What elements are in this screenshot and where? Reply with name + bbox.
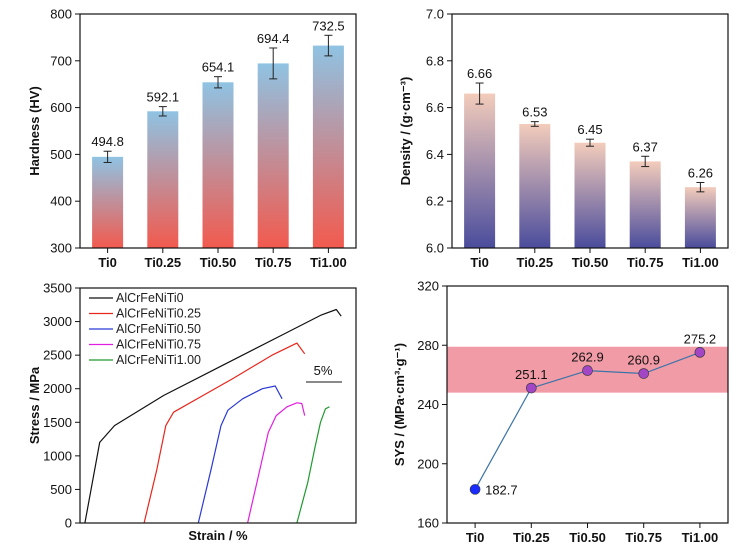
stress-strain-chart: 0 500 1000 1500 2000 2500 3000 3500 AlCrFeNiTi0 A…	[27, 281, 357, 543]
data-label: 251.1	[515, 367, 548, 382]
data-point	[694, 347, 706, 358]
x-tick-label: Ti0.25	[516, 255, 553, 270]
x-axis-label: Strain / %	[188, 528, 248, 543]
x-tick-label: Ti1.00	[310, 255, 347, 270]
y-tick-label: 6.8	[426, 53, 444, 68]
x-tick-label: Ti1.00	[682, 255, 719, 270]
y-tick-label: 1500	[43, 415, 72, 430]
x-tick-label: Ti0.25	[144, 255, 181, 270]
x-tick-label: Ti1.00	[682, 530, 719, 545]
y-axis-label: SYS / (MPa·cm³·g⁻¹)	[392, 343, 407, 466]
density-chart: 6.0 6.2 6.4 6.6 6.8 7.0 6.66 Ti0 6.53 Ti0.25 6.45 T…	[398, 7, 729, 270]
legend-label: AlCrFeNiTi1.00	[116, 353, 201, 367]
series-line	[197, 385, 283, 524]
y-axis-label: Stress / MPa	[27, 366, 42, 444]
bar	[629, 161, 661, 248]
plot-frame	[79, 13, 357, 249]
y-tick-label: 2500	[43, 348, 72, 363]
y-axis-label: Density / (g·cm⁻³)	[398, 77, 413, 186]
y-tick-label: 200	[417, 456, 439, 471]
y-tick-label: 0	[65, 516, 72, 531]
bar	[312, 45, 344, 249]
series-line	[247, 402, 306, 524]
x-tick-label: Ti0.50	[572, 255, 609, 270]
legend-label: AlCrFeNiTi0.50	[116, 322, 201, 336]
data-label: 6.26	[688, 165, 713, 180]
data-label: 6.66	[467, 66, 492, 81]
bar	[92, 156, 124, 248]
data-label: 6.53	[522, 105, 547, 120]
bar	[464, 93, 496, 248]
data-label: 6.45	[577, 122, 602, 137]
legend-label: AlCrFeNiTi0.75	[116, 338, 201, 352]
x-tick-label: Ti0	[98, 255, 117, 270]
y-tick-label: 300	[50, 241, 72, 256]
bar	[147, 111, 179, 248]
bar	[202, 82, 234, 249]
y-axis-label: Hardness (HV)	[27, 86, 42, 176]
bar	[519, 123, 551, 248]
data-label: 260.9	[627, 353, 660, 368]
y-tick-label: 320	[417, 279, 439, 294]
data-label: 6.37	[633, 139, 658, 154]
data-label: 262.9	[571, 350, 604, 365]
y-tick-label: 280	[417, 338, 439, 353]
data-label: 275.2	[684, 331, 717, 346]
data-point	[582, 365, 593, 376]
sys-chart: 160 200 240 280 320 182.7 Ti0 251.1 Ti0.25 262.9 T…	[392, 279, 729, 545]
y-tick-label: 160	[417, 516, 439, 531]
x-tick-label: Ti0	[466, 530, 485, 545]
y-tick-label: 2000	[43, 381, 72, 396]
y-tick-label: 7.0	[426, 7, 444, 22]
plot-frame	[451, 13, 729, 249]
x-tick-label: Ti0.75	[627, 255, 664, 270]
data-label: 182.7	[485, 482, 518, 497]
series-line	[143, 342, 306, 524]
y-tick-label: 3000	[43, 314, 72, 329]
x-tick-label: Ti0.50	[200, 255, 237, 270]
y-tick-label: 3500	[43, 281, 72, 296]
y-tick-label: 500	[50, 147, 72, 162]
x-tick-label: Ti0.75	[255, 255, 292, 270]
data-label: 732.5	[312, 18, 345, 33]
data-label: 694.4	[257, 31, 290, 46]
x-tick-label: Ti0.50	[569, 530, 606, 545]
data-point	[469, 484, 481, 495]
bar	[684, 187, 716, 248]
data-label: 494.8	[91, 134, 124, 149]
y-tick-label: 6.2	[426, 194, 444, 209]
bar	[257, 63, 289, 248]
plot-frame	[446, 285, 729, 524]
data-point	[525, 382, 537, 394]
data-label: 654.1	[202, 60, 235, 75]
series-line	[84, 308, 342, 524]
x-tick-label: Ti0.75	[625, 530, 662, 545]
series-line	[296, 406, 330, 524]
bar	[574, 142, 606, 248]
y-tick-label: 500	[50, 482, 72, 497]
scale-bar-label: 5%	[314, 363, 333, 378]
x-tick-label: Ti0	[470, 255, 489, 270]
y-tick-label: 240	[417, 397, 439, 412]
y-tick-label: 1000	[43, 448, 72, 463]
y-tick-label: 800	[50, 7, 72, 22]
y-tick-label: 6.0	[426, 241, 444, 256]
y-tick-label: 400	[50, 194, 72, 209]
legend-label: AlCrFeNiTi0	[116, 291, 184, 305]
legend-label: AlCrFeNiTi0.25	[116, 307, 201, 321]
y-tick-label: 6.6	[426, 100, 444, 115]
plot-frame	[79, 287, 357, 524]
y-tick-label: 700	[50, 53, 72, 68]
data-label: 592.1	[147, 90, 180, 105]
y-tick-label: 6.4	[426, 147, 444, 162]
data-point	[638, 368, 650, 379]
x-tick-label: Ti0.25	[513, 530, 550, 545]
y-tick-label: 600	[50, 100, 72, 115]
hardness-chart: 300 400 500 600 700 800 494.8 Ti0 592.1 Ti0.25 654…	[27, 7, 357, 270]
